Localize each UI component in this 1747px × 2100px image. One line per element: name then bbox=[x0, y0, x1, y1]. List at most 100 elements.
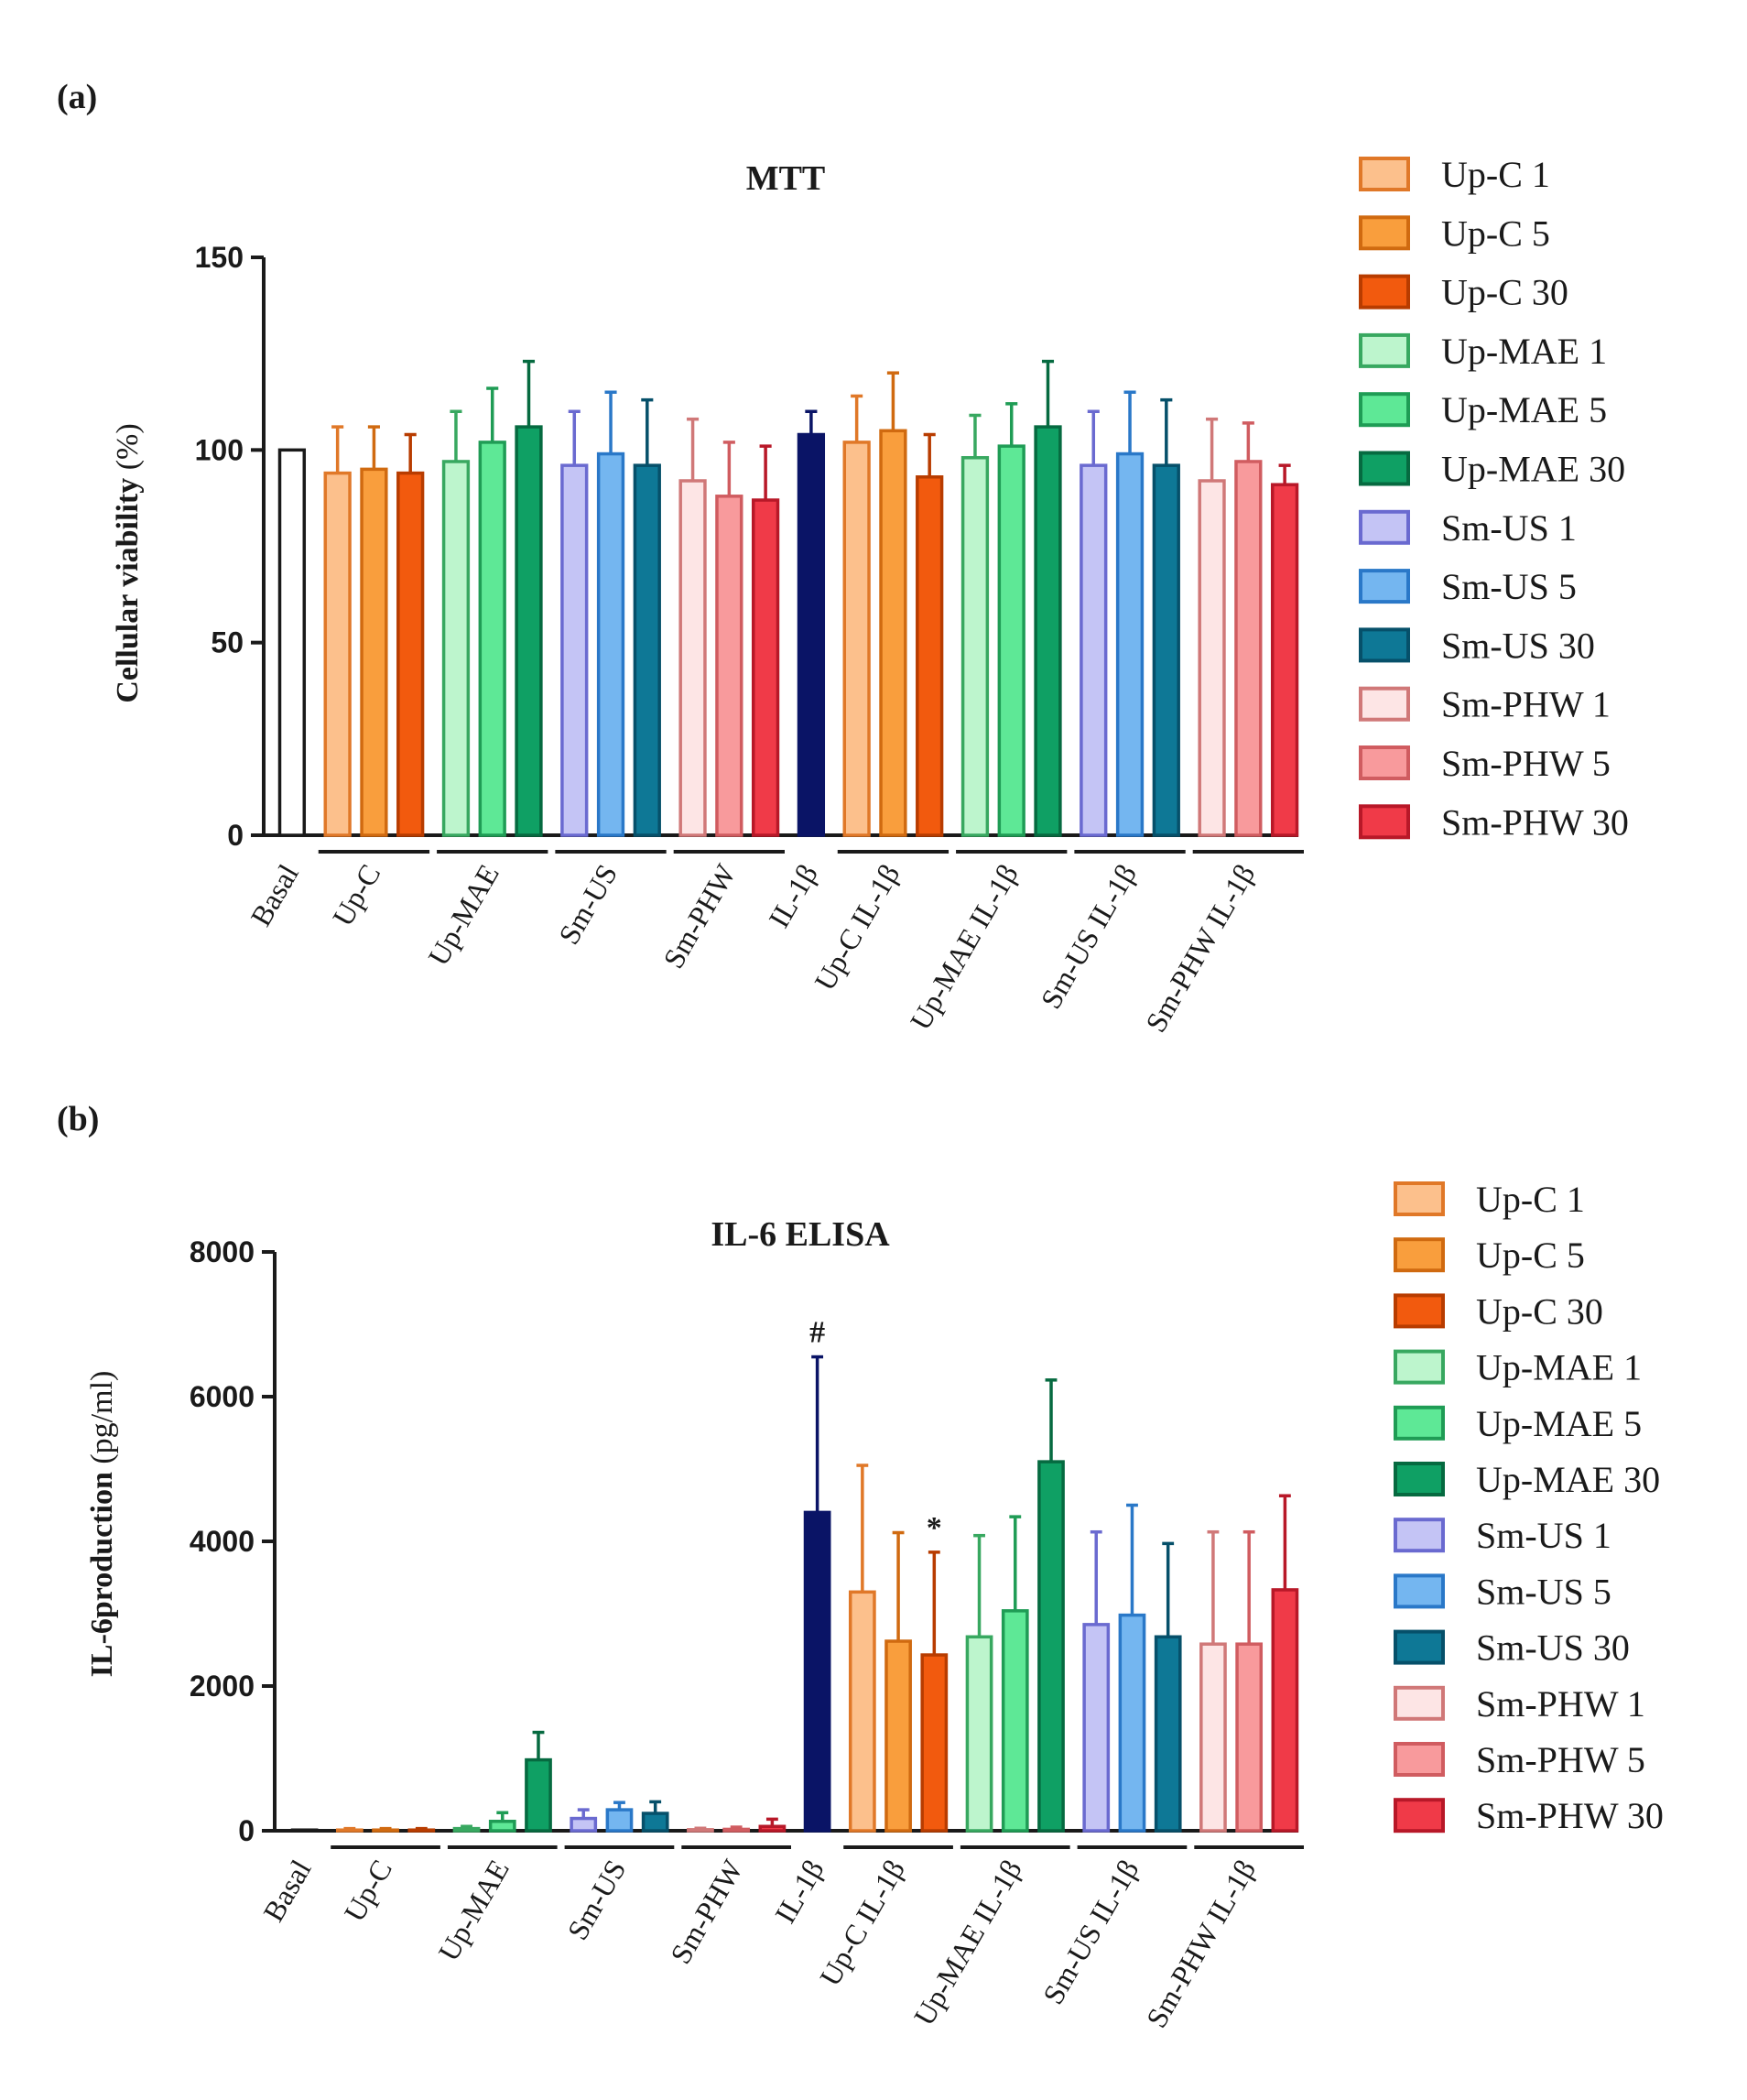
legend-swatch-sm-phw-5 bbox=[1359, 745, 1410, 780]
chart-title: MTT bbox=[746, 159, 826, 198]
legend-label-sm-phw-5: Sm-PHW 5 bbox=[1476, 1739, 1645, 1780]
x-category-label: Up-C IL-1β bbox=[808, 859, 906, 996]
bar-sm-us-sm-us-5 bbox=[605, 1808, 634, 1833]
legend-swatch-sm-us-30 bbox=[1394, 1629, 1445, 1665]
legend-swatch-up-mae-5 bbox=[1394, 1405, 1445, 1441]
bar-up-mae-il-1beta-up-mae-1 bbox=[965, 1635, 993, 1833]
bar-up-mae-up-mae-5 bbox=[488, 1819, 516, 1833]
legend-swatch-sm-phw-30 bbox=[1359, 804, 1410, 840]
bar-up-mae-up-mae-5 bbox=[478, 441, 506, 837]
bar-up-c-up-c-1 bbox=[323, 471, 352, 837]
bar-sm-us-sm-us-5 bbox=[596, 452, 625, 837]
significance-marker: # bbox=[809, 1316, 825, 1350]
legend-swatch-sm-phw-1 bbox=[1359, 686, 1410, 722]
legend: Up-C 1 Up-C 5 Up-C 30 Up-MAE 1 Up-MAE 5 Up-MA… bbox=[1394, 1179, 1664, 1836]
bar-sm-phw-il-1beta-sm-phw-30 bbox=[1270, 483, 1299, 837]
legend-label-up-mae-1: Up-MAE 1 bbox=[1441, 331, 1607, 372]
bar-sm-us-sm-us-30 bbox=[633, 463, 661, 837]
x-category-label: Up-MAE bbox=[421, 859, 505, 972]
bar-sm-phw-sm-phw-30 bbox=[751, 498, 780, 837]
bar-up-c-il-1beta-up-c-1 bbox=[842, 441, 871, 837]
bar-sm-phw-sm-phw-30 bbox=[758, 1824, 787, 1833]
bar-up-mae-up-mae-30 bbox=[515, 425, 543, 837]
bar-sm-phw-sm-phw-1 bbox=[678, 479, 707, 837]
bar-sm-phw-il-1beta-sm-phw-30 bbox=[1271, 1588, 1299, 1833]
bar-up-mae-il-1beta-up-mae-30 bbox=[1037, 1460, 1065, 1833]
x-category-label: Sm-PHW bbox=[656, 858, 743, 974]
legend-label-sm-phw-1: Sm-PHW 1 bbox=[1476, 1683, 1645, 1725]
y-tick-label: 4000 bbox=[190, 1525, 255, 1558]
bar-sm-phw-sm-phw-1 bbox=[687, 1828, 714, 1833]
legend-swatch-sm-phw-1 bbox=[1394, 1685, 1445, 1721]
bar-up-mae-il-1beta-up-mae-5 bbox=[1001, 1609, 1029, 1833]
legend-swatch-sm-us-5 bbox=[1394, 1573, 1445, 1609]
x-category-label: Sm-PHW IL-1β bbox=[1140, 1855, 1263, 2034]
x-category-label: Up-MAE IL-1β bbox=[904, 859, 1025, 1036]
x-category-label: Sm-US bbox=[560, 1855, 632, 1946]
legend-label-sm-us-5: Sm-US 5 bbox=[1441, 566, 1577, 607]
bar-basal-basal bbox=[290, 1828, 319, 1833]
legend-swatch-up-c-5 bbox=[1359, 215, 1410, 251]
chart-mtt: (a) MTT Cellular viability (%) 0 50 100 150… bbox=[57, 78, 1629, 1038]
bar-il-1beta-il-1beta bbox=[803, 1510, 831, 1833]
plot-area: 0 50 100 150 Basal Up-C Up-MAE Sm-US Sm-PHW IL-1β… bbox=[195, 241, 1304, 1038]
chart-il6-elisa: (b) IL-6 ELISA IL-6production (pg/ml) 0 2… bbox=[57, 1100, 1664, 2033]
legend-swatch-up-mae-5 bbox=[1359, 392, 1410, 428]
bar-sm-phw-il-1beta-sm-phw-1 bbox=[1199, 1642, 1227, 1833]
y-tick-label: 0 bbox=[238, 1814, 255, 1847]
legend-label-sm-phw-30: Sm-PHW 30 bbox=[1476, 1795, 1664, 1836]
bar-sm-us-il-1beta-sm-us-5 bbox=[1115, 452, 1145, 837]
bar-up-mae-up-mae-1 bbox=[452, 1826, 481, 1833]
y-axis-label-text: IL-6production bbox=[85, 1472, 119, 1677]
bar-up-c-up-c-30 bbox=[407, 1828, 436, 1833]
y-axis-label: IL-6production (pg/ml) bbox=[85, 1371, 119, 1678]
legend-label-up-c-5: Up-C 5 bbox=[1476, 1235, 1585, 1276]
bar-up-mae-up-mae-1 bbox=[441, 460, 471, 837]
legend-swatch-up-mae-30 bbox=[1394, 1462, 1445, 1496]
bar-up-mae-up-mae-30 bbox=[525, 1757, 552, 1833]
x-category-label: Basal bbox=[244, 858, 305, 931]
legend-label-up-mae-5: Up-MAE 5 bbox=[1441, 389, 1607, 430]
legend-swatch-up-c-5 bbox=[1394, 1237, 1445, 1273]
legend-swatch-up-c-1 bbox=[1394, 1181, 1445, 1216]
bar-sm-phw-il-1beta-sm-phw-1 bbox=[1198, 479, 1226, 837]
legend-label-up-mae-5: Up-MAE 5 bbox=[1476, 1403, 1642, 1444]
x-category-label: Sm-US IL-1β bbox=[1036, 1855, 1145, 2010]
x-category-label: Sm-PHW bbox=[664, 1854, 750, 1969]
legend-swatch-sm-us-5 bbox=[1359, 569, 1410, 604]
y-tick-label: 2000 bbox=[190, 1670, 255, 1703]
legend-label-sm-us-5: Sm-US 5 bbox=[1476, 1571, 1611, 1612]
legend-label-up-c-30: Up-C 30 bbox=[1476, 1290, 1603, 1332]
legend-label-sm-us-30: Sm-US 30 bbox=[1476, 1627, 1630, 1669]
y-tick-label: 150 bbox=[195, 241, 244, 274]
bar-sm-us-sm-us-1 bbox=[570, 1816, 598, 1833]
legend-swatch-up-mae-30 bbox=[1359, 451, 1410, 486]
legend-label-up-c-1: Up-C 1 bbox=[1441, 154, 1550, 195]
y-axis-label-unit: (pg/ml) bbox=[85, 1371, 119, 1464]
bar-up-c-il-1beta-up-c-30 bbox=[920, 1653, 949, 1833]
bar-up-c-il-1beta-up-c-5 bbox=[884, 1639, 912, 1833]
bar-up-c-il-1beta-up-c-1 bbox=[848, 1590, 876, 1833]
x-category-label: Basal bbox=[256, 1854, 318, 1927]
legend-label-up-c-5: Up-C 5 bbox=[1441, 212, 1550, 254]
panel-b: (b) IL-6 ELISA IL-6production (pg/ml) 0 2… bbox=[0, 1048, 1747, 2095]
y-axis-label: Cellular viability (%) bbox=[111, 423, 145, 702]
panel-a: (a) MTT Cellular viability (%) 0 50 100 150… bbox=[0, 0, 1747, 1048]
bar-sm-us-il-1beta-sm-us-30 bbox=[1152, 463, 1180, 837]
legend-swatch-up-c-30 bbox=[1394, 1293, 1445, 1329]
x-category-label: Sm-US bbox=[552, 859, 624, 951]
y-tick-label: 0 bbox=[227, 819, 244, 852]
x-category-label: Sm-US IL-1β bbox=[1034, 859, 1143, 1015]
legend-swatch-up-mae-1 bbox=[1359, 332, 1410, 368]
legend-label-up-mae-30: Up-MAE 30 bbox=[1476, 1459, 1660, 1500]
legend-label-sm-us-1: Sm-US 1 bbox=[1441, 507, 1577, 549]
plot-area: 0 2000 4000 6000 8000 Basal Up-C Up-MAE Sm-US Sm-… bbox=[190, 1235, 1304, 2033]
legend-swatch-up-c-1 bbox=[1359, 157, 1410, 191]
y-tick-label: 6000 bbox=[190, 1380, 255, 1413]
y-tick-label: 50 bbox=[211, 626, 244, 659]
legend-label-up-c-30: Up-C 30 bbox=[1441, 272, 1568, 313]
x-category-label: IL-1β bbox=[762, 859, 824, 933]
legend-label-sm-phw-1: Sm-PHW 1 bbox=[1441, 684, 1611, 725]
legend: Up-C 1 Up-C 5 Up-C 30 Up-MAE 1 Up-MAE 5 Up-MA… bbox=[1359, 154, 1629, 843]
x-category-label: Up-MAE IL-1β bbox=[907, 1855, 1028, 2031]
